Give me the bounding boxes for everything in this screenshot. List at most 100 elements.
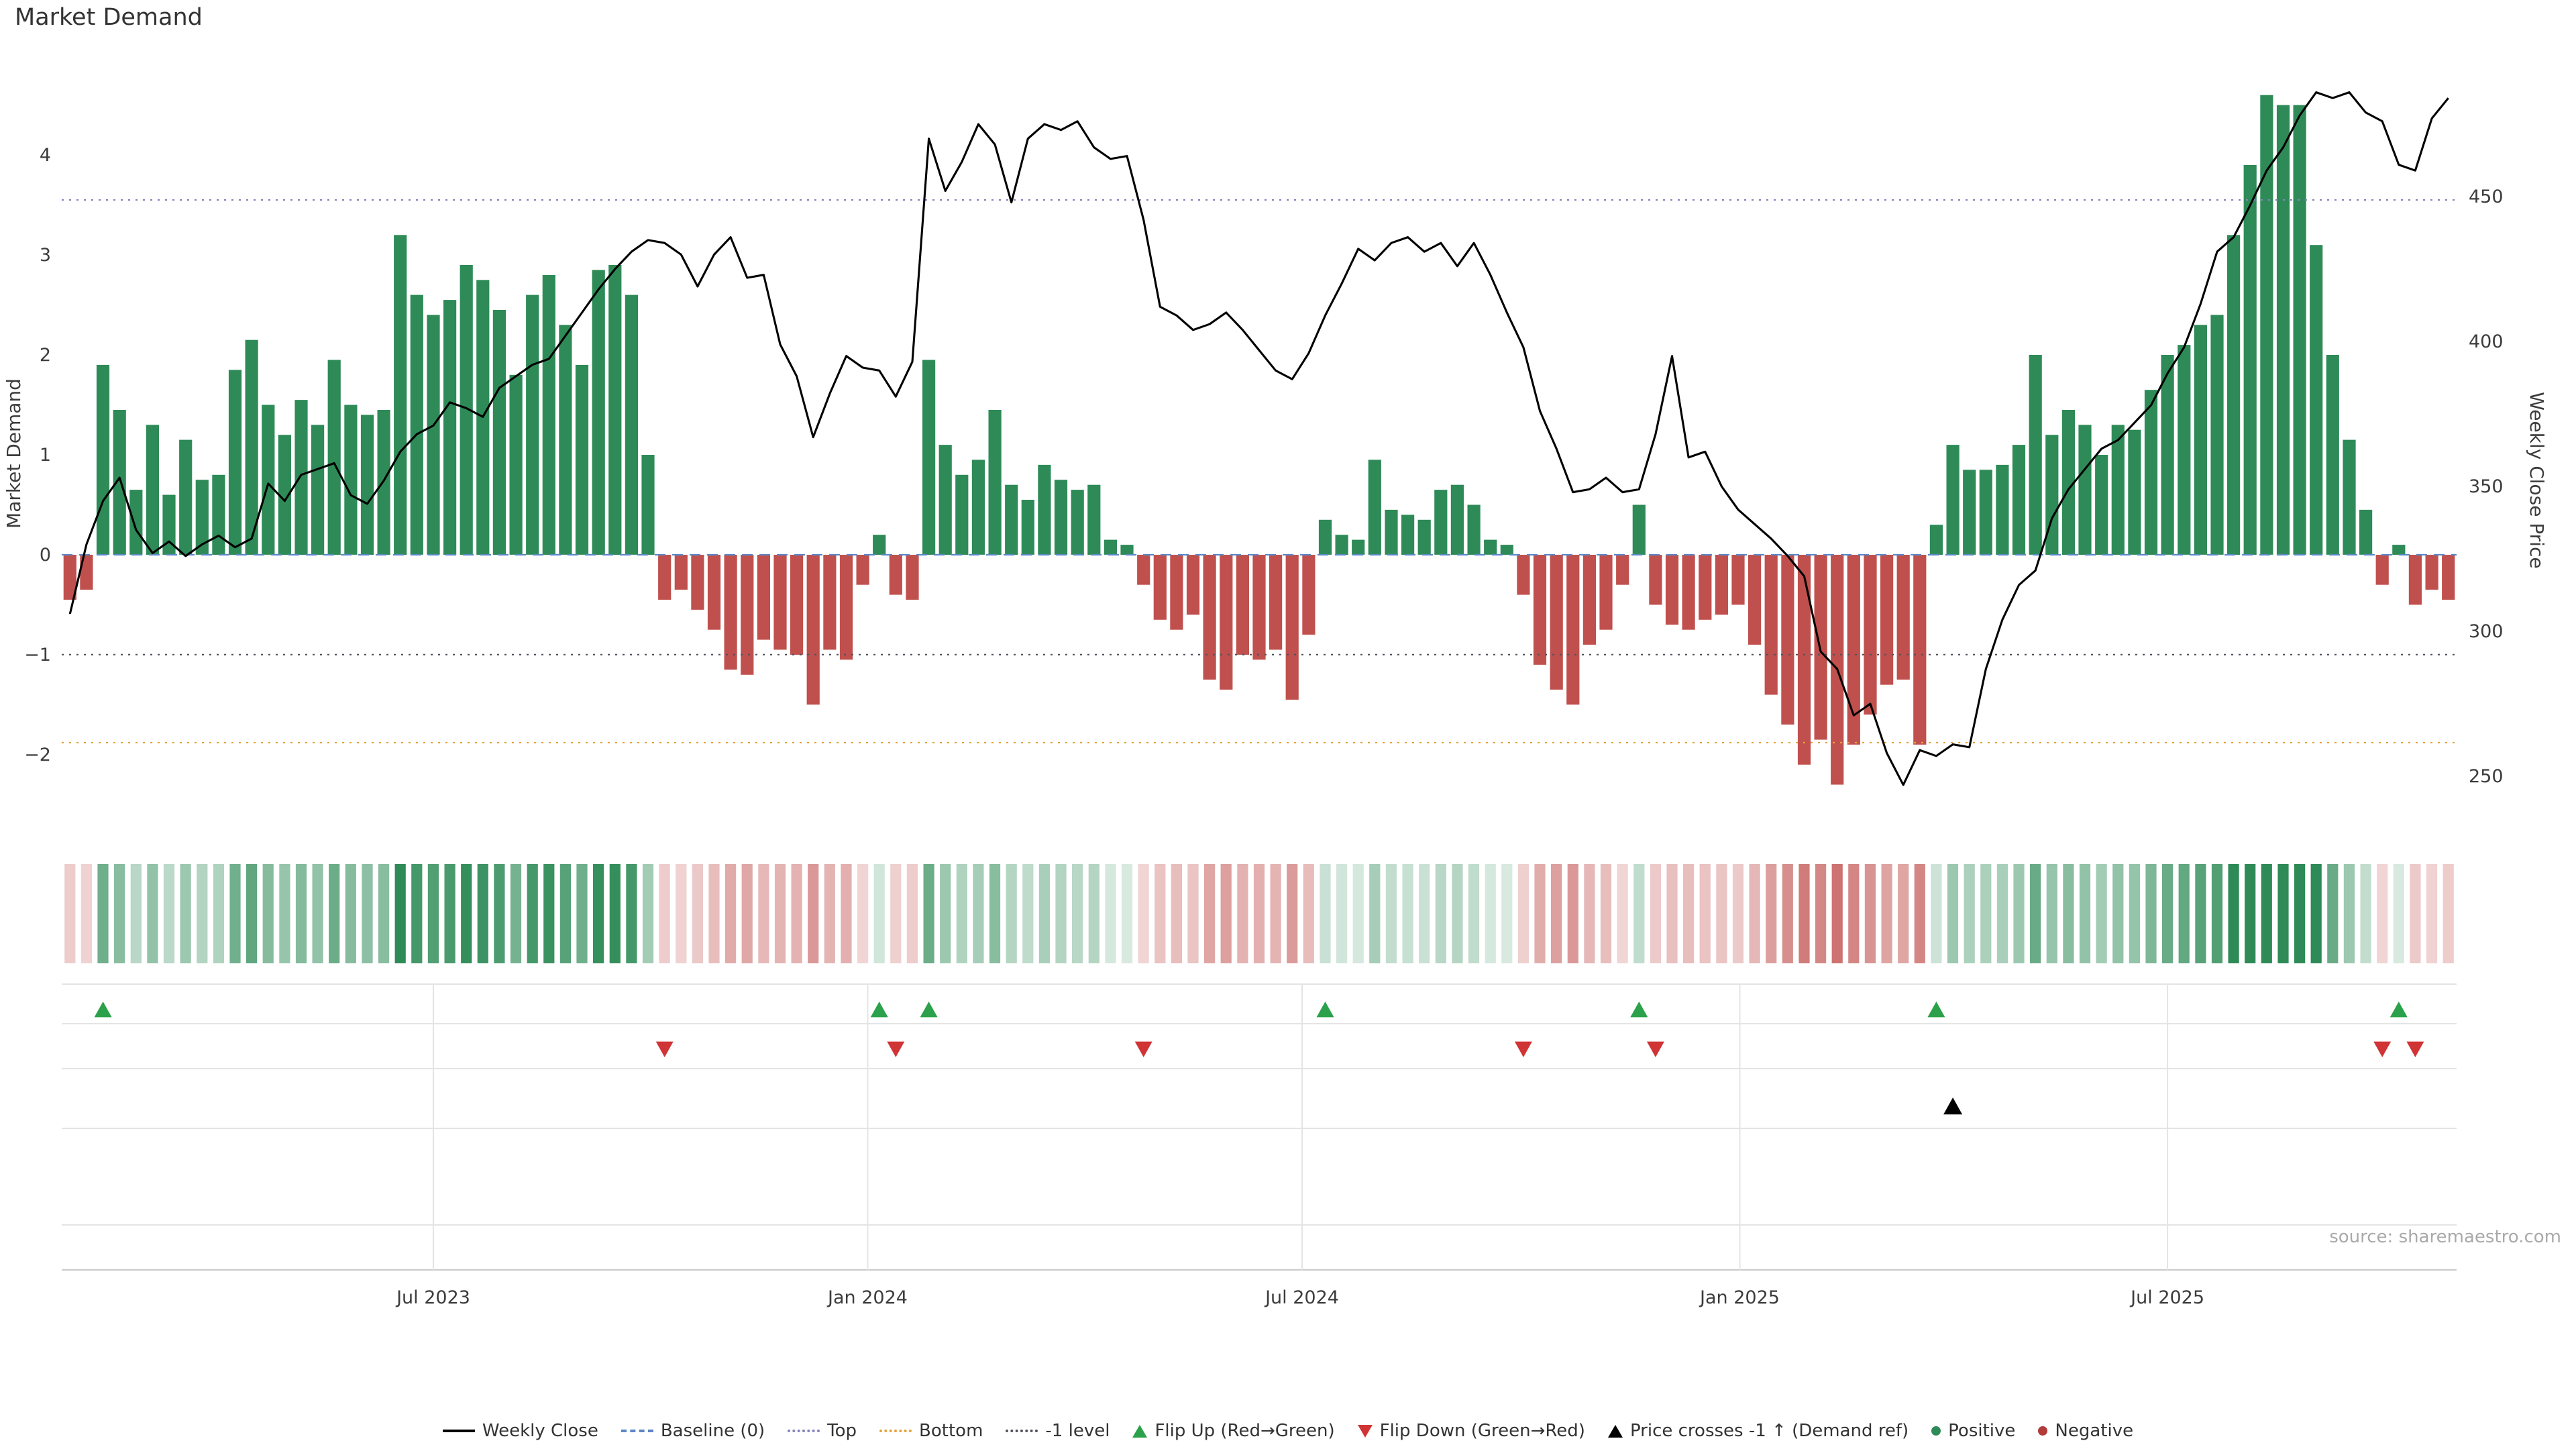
heatmap-cell: [923, 864, 934, 963]
left-axis-tick-label: 0: [40, 545, 51, 566]
heatmap-cell: [940, 864, 951, 963]
demand-bar: [1417, 519, 1431, 555]
heatmap-cell: [80, 864, 92, 963]
heatmap-cell: [1006, 864, 1017, 963]
demand-bar: [278, 435, 291, 555]
demand-bar: [460, 265, 473, 555]
heatmap-cell: [295, 864, 307, 963]
flip-down-marker: [655, 1041, 674, 1057]
demand-bar: [1682, 555, 1695, 630]
heatmap-cell: [609, 864, 621, 963]
demand-bar: [2243, 165, 2257, 555]
demand-bar: [674, 555, 688, 590]
heatmap-cell: [1485, 864, 1496, 963]
demand-bar: [806, 555, 820, 705]
heatmap-cell: [2046, 864, 2057, 963]
heatmap-cell: [1419, 864, 1430, 963]
legend-item-flip-up-red-green: Flip Up (Red→Green): [1132, 1421, 1335, 1441]
heatmap-cell: [692, 864, 703, 963]
demand-bar: [1038, 464, 1051, 555]
heatmap-cell: [543, 864, 555, 963]
heatmap-cell: [824, 864, 835, 963]
heatmap-cell: [345, 864, 356, 963]
demand-bar: [360, 415, 374, 555]
flip-up-marker: [870, 1002, 888, 1018]
heatmap-cell: [2393, 864, 2404, 963]
heatmap-cell: [1468, 864, 1480, 963]
heatmap-cell: [708, 864, 720, 963]
heatmap-cell: [1864, 864, 1876, 963]
heatmap-cell: [1138, 864, 1149, 963]
demand-bar: [1996, 464, 2009, 555]
heatmap-cell: [1683, 864, 1695, 963]
demand-bar: [1566, 555, 1580, 705]
demand-bar: [2194, 325, 2207, 555]
demand-bar: [1896, 555, 1910, 680]
heatmap-cell: [394, 864, 406, 963]
heatmap-cell: [1237, 864, 1248, 963]
legend-item-price-crosses-1-demand-ref: Price crosses -1 ↑ (Demand ref): [1607, 1421, 1909, 1441]
heatmap-cell: [1452, 864, 1463, 963]
demand-bar: [1071, 490, 1084, 555]
legend-label: Price crosses -1 ↑ (Demand ref): [1629, 1421, 1909, 1441]
demand-bar: [245, 339, 258, 555]
heatmap-cell: [1088, 864, 1099, 963]
demand-bar: [1699, 555, 1712, 620]
heatmap-cell: [642, 864, 654, 963]
heatmap-cell: [2112, 864, 2124, 963]
flip-up-marker: [1927, 1002, 1945, 1018]
left-axis-tick-label: 4: [40, 145, 51, 166]
demand-bar: [2276, 105, 2290, 555]
demand-bar: [1484, 539, 1497, 555]
demand-bar: [2144, 390, 2158, 555]
heatmap-cell: [2211, 864, 2223, 963]
heatmap-cell: [477, 864, 488, 963]
demand-bar: [1616, 555, 1629, 585]
demand-bar: [1632, 504, 1646, 555]
legend-item-baseline-0: Baseline (0): [621, 1421, 765, 1441]
heatmap-cell: [593, 864, 604, 963]
x-axis-tick-label: Jul 2023: [395, 1287, 470, 1308]
heatmap-cell: [1749, 864, 1760, 963]
heatmap-cell: [1799, 864, 1810, 963]
heatmap-cell: [774, 864, 786, 963]
heatmap-cell: [1352, 864, 1364, 963]
demand-bar: [2128, 429, 2141, 555]
legend-label: Top: [827, 1421, 857, 1441]
demand-bar: [988, 410, 1002, 555]
demand-bar: [1285, 555, 1299, 700]
demand-bar: [707, 555, 721, 630]
legend-item-bottom: Bottom: [879, 1421, 983, 1441]
bottom-glyph: [879, 1430, 912, 1432]
weekly-close-line: [68, 91, 2449, 786]
heatmap-cell: [989, 864, 1001, 963]
page-title: Market Demand: [15, 4, 203, 31]
demand-bar: [889, 555, 902, 595]
heatmap-cell: [906, 864, 918, 963]
demand-bar: [1203, 555, 1216, 680]
demand-bar: [1500, 545, 1513, 555]
heatmap-cell: [2360, 864, 2371, 963]
heatmap-cell: [1501, 864, 1513, 963]
left-axis-title: Market Demand: [3, 378, 25, 529]
demand-bar: [873, 535, 886, 555]
legend-label: Positive: [1948, 1421, 2016, 1441]
heatmap-cell: [1171, 864, 1182, 963]
heatmap-cell: [2343, 864, 2355, 963]
heatmap-cell: [1567, 864, 1578, 963]
heatmap-cell: [213, 864, 224, 963]
heatmap-cell: [1584, 864, 1595, 963]
heatmap-cell: [1022, 864, 1034, 963]
heatmap-cell: [1600, 864, 1612, 963]
heatmap-cell: [510, 864, 522, 963]
left-axis-tick-label: 3: [40, 245, 51, 266]
demand-bar: [823, 555, 837, 650]
demand-bar: [2012, 445, 2026, 555]
demand-bar: [1599, 555, 1613, 630]
heatmap-cell: [559, 864, 571, 963]
demand-bar: [1450, 484, 1464, 555]
heatmap-cell: [2245, 864, 2256, 963]
left-axis-tick-label: −2: [24, 745, 51, 765]
demand-bar: [294, 400, 308, 555]
